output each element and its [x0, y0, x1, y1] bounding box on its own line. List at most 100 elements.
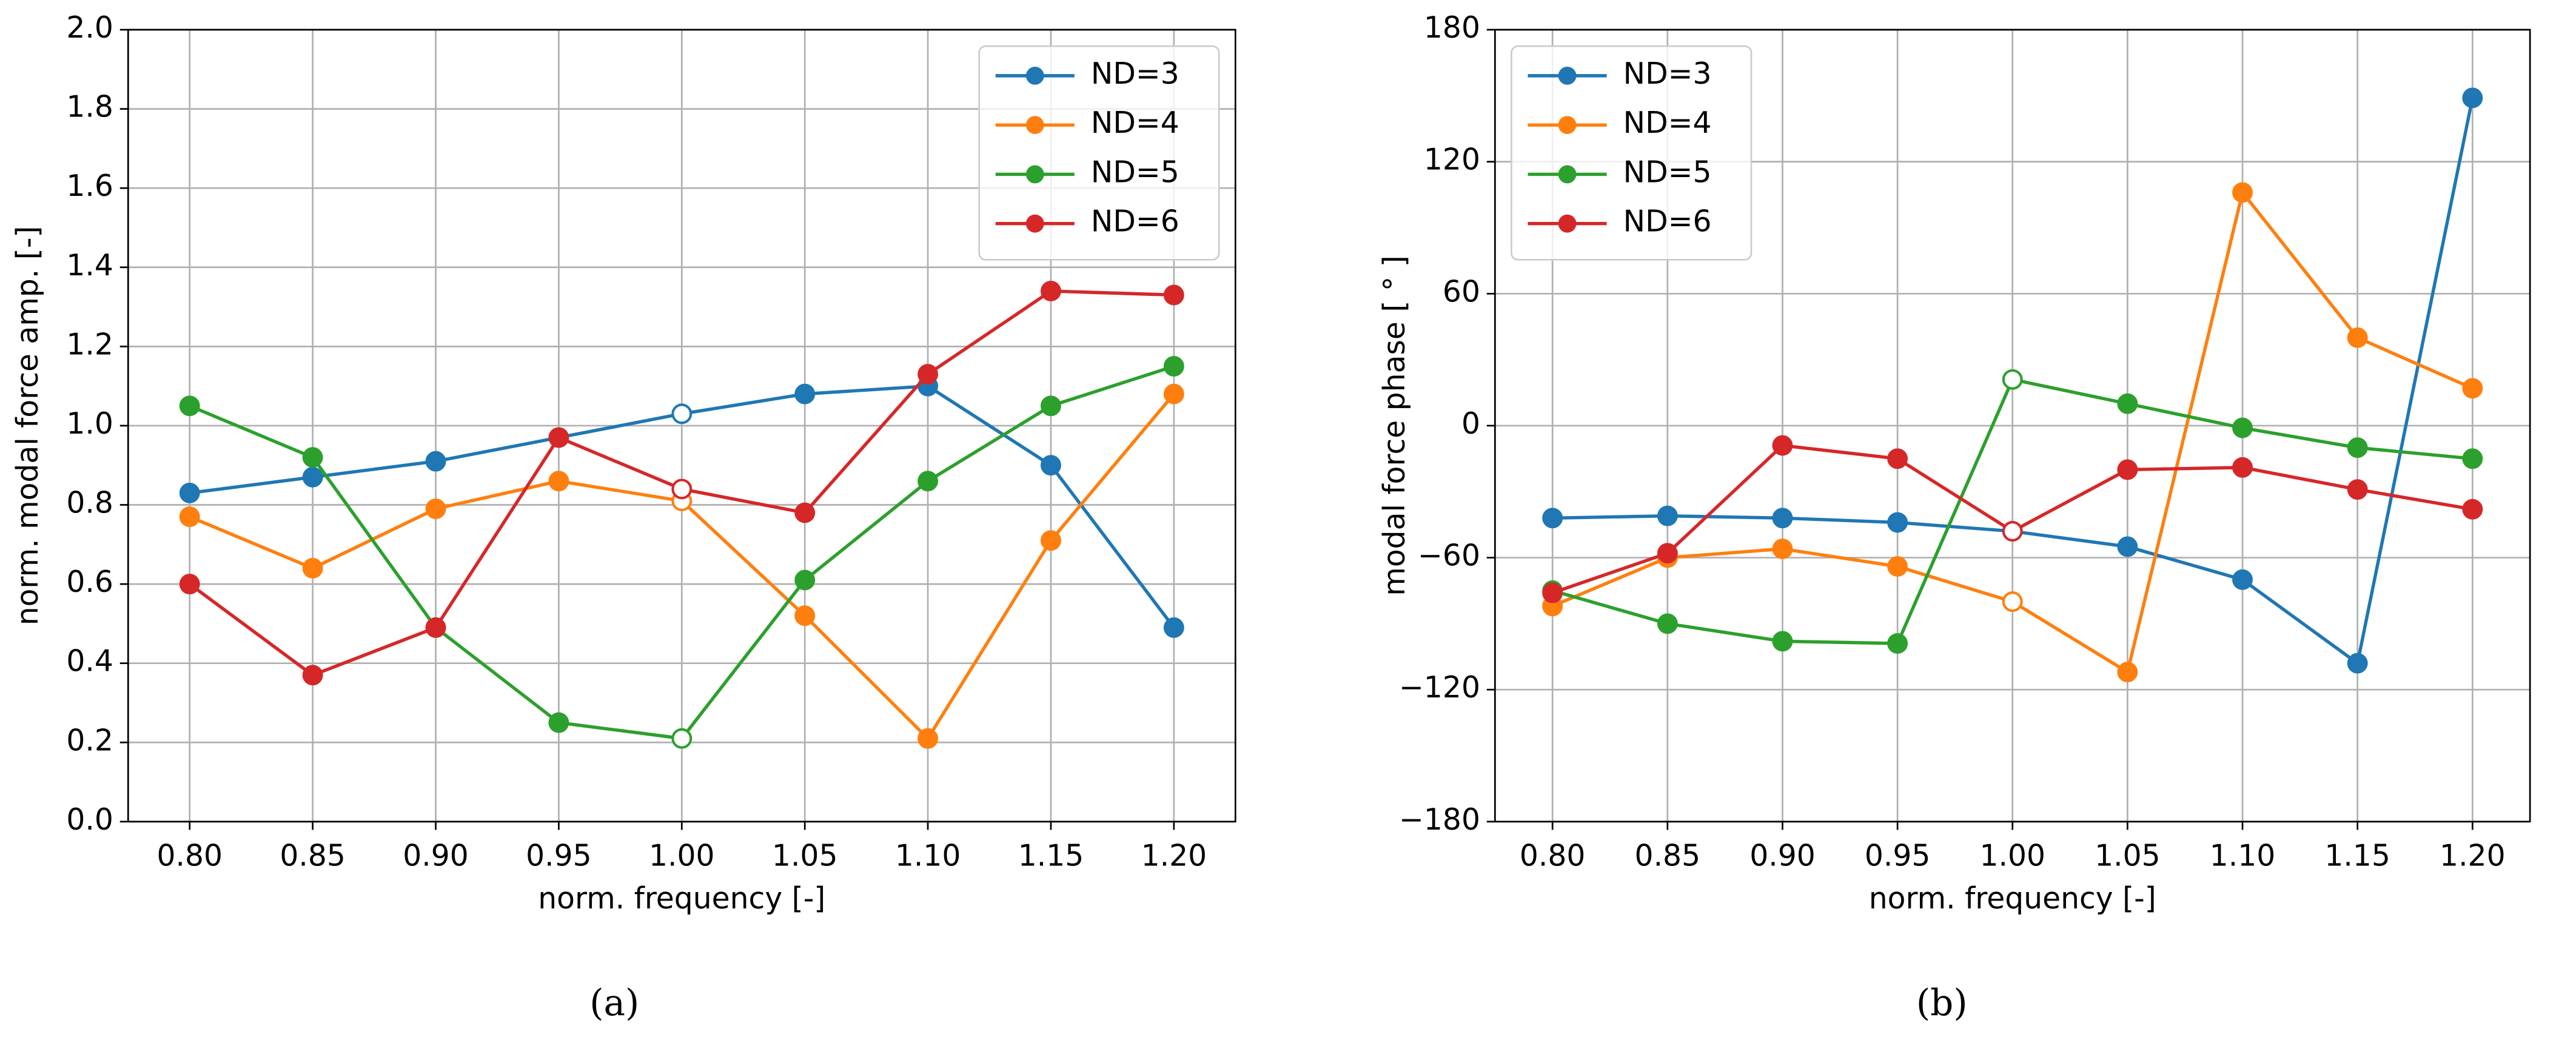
- data-point: [1657, 613, 1678, 634]
- data-point: [2462, 87, 2483, 109]
- y-tick-label: 1.4: [66, 249, 113, 283]
- data-point: [2347, 327, 2368, 348]
- data-point: [917, 364, 939, 384]
- data-point: [2117, 459, 2138, 480]
- data-point: [1163, 284, 1184, 306]
- data-point: [794, 383, 816, 404]
- data-point: [794, 502, 816, 523]
- data-point: [1163, 383, 1184, 404]
- x-tick-label: 0.90: [1749, 839, 1816, 873]
- data-point: [2117, 662, 2138, 683]
- data-point: [1887, 512, 1908, 533]
- y-tick-label: 0.6: [66, 565, 113, 599]
- y-tick-label: −180: [1399, 803, 1480, 837]
- data-point: [2347, 653, 2368, 674]
- data-point: [794, 605, 816, 626]
- data-point: [2002, 591, 2023, 612]
- data-point: [1542, 582, 1563, 603]
- y-tick-label: −120: [1399, 671, 1480, 705]
- data-point: [548, 427, 569, 448]
- data-point: [179, 395, 200, 417]
- x-tick-label: 1.10: [895, 839, 961, 873]
- data-point: [302, 447, 323, 468]
- legend-label: ND=6: [1623, 205, 1712, 239]
- x-tick-label: 1.05: [772, 839, 838, 873]
- data-point: [179, 482, 200, 503]
- data-point: [2232, 417, 2253, 438]
- x-tick-label: 1.15: [2324, 839, 2390, 873]
- x-tick-label: 1.10: [2210, 839, 2276, 873]
- data-point: [425, 617, 446, 638]
- x-tick-label: 0.95: [526, 839, 592, 873]
- data-point: [1657, 505, 1678, 526]
- legend: ND=3 ND=4 ND=5 ND=6: [1511, 45, 1753, 261]
- y-tick-label: 1.0: [66, 407, 113, 441]
- data-point: [2347, 437, 2368, 458]
- plot-frame: [127, 29, 1236, 823]
- y-tick-label: 0.8: [66, 486, 113, 520]
- data-point: [1887, 633, 1908, 654]
- data-point: [2002, 369, 2023, 390]
- caption: (a): [589, 982, 639, 1024]
- data-point: [1887, 556, 1908, 577]
- x-tick-label: 0.80: [156, 839, 223, 873]
- data-point: [1041, 395, 1061, 417]
- data-point: [1163, 617, 1184, 638]
- data-point: [1657, 543, 1678, 564]
- plot: 0.80 0.85 0.90 0.95 1.00 1.05 1.10 1.15 1.20 0.0 0…: [11, 11, 1236, 1024]
- caption: (b): [1916, 982, 1968, 1024]
- data-point: [2232, 182, 2253, 203]
- data-point: [2232, 457, 2253, 478]
- x-tick-label: 1.00: [1979, 839, 2045, 873]
- data-point: [302, 558, 323, 579]
- data-point: [2232, 569, 2253, 590]
- legend-marker: [1025, 165, 1044, 184]
- x-tick-label: 0.80: [1520, 839, 1586, 873]
- plot-frame: [1494, 29, 2531, 823]
- data-point: [2117, 393, 2138, 414]
- data-point: [2117, 536, 2138, 557]
- data-point: [548, 471, 569, 492]
- y-axis-label: modal force phase [ ° ]: [1378, 255, 1412, 596]
- data-point: [302, 665, 323, 686]
- x-axis-label: norm. frequency [-]: [1869, 882, 2156, 916]
- x-tick-label: 1.20: [2440, 839, 2506, 873]
- data-point: [2002, 521, 2023, 542]
- y-tick-label: 2.0: [66, 11, 113, 45]
- data-point: [1772, 435, 1793, 456]
- data-point: [1772, 508, 1793, 529]
- y-tick-label: 0.4: [66, 645, 113, 679]
- data-point: [1772, 539, 1793, 559]
- legend-marker: [1558, 66, 1577, 85]
- data-point: [2462, 498, 2483, 520]
- data-point: [1041, 530, 1061, 551]
- data-point: [1542, 508, 1563, 529]
- y-tick-label: 1.2: [66, 327, 113, 361]
- legend-marker: [1025, 66, 1044, 85]
- legend-marker: [1558, 165, 1577, 184]
- y-tick-label: 0.0: [66, 803, 113, 837]
- y-tick-label: 0: [1461, 407, 1480, 441]
- plot: 0.80 0.85 0.90 0.95 1.00 1.05 1.10 1.15 1.20 −180…: [1378, 11, 2531, 1024]
- legend-label: ND=4: [1091, 106, 1179, 140]
- legend-box: [978, 45, 1220, 261]
- legend-marker: [1558, 116, 1577, 135]
- data-point: [917, 728, 939, 749]
- data-point: [917, 471, 939, 492]
- y-tick-label: 60: [1443, 275, 1480, 309]
- legend-marker: [1025, 214, 1044, 233]
- x-tick-label: 0.85: [280, 839, 346, 873]
- x-axis-label: norm. frequency [-]: [538, 882, 825, 916]
- data-point: [1887, 448, 1908, 469]
- legend-label: ND=4: [1623, 106, 1712, 140]
- legend-marker: [1558, 214, 1577, 233]
- legend-label: ND=3: [1623, 57, 1712, 91]
- legend-label: ND=6: [1091, 205, 1179, 239]
- x-tick-label: 1.00: [649, 839, 715, 873]
- x-tick-label: 1.05: [2095, 839, 2161, 873]
- data-point: [302, 466, 323, 488]
- legend: ND=3 ND=4 ND=5 ND=6: [978, 45, 1220, 261]
- y-tick-label: 180: [1424, 11, 1480, 45]
